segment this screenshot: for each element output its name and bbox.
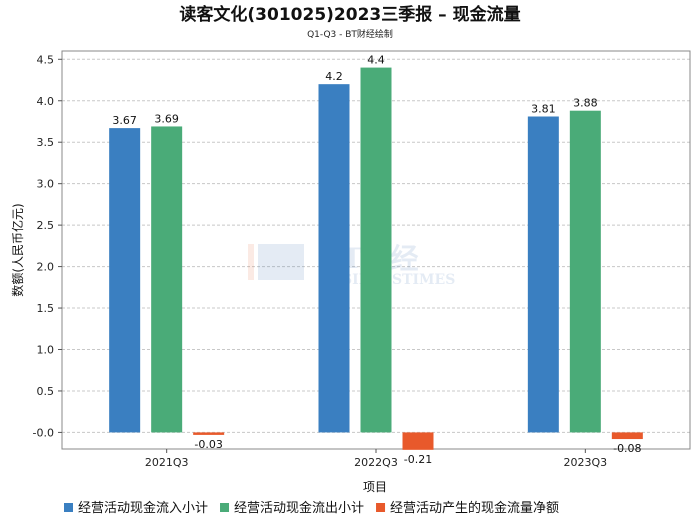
bar	[151, 126, 183, 433]
y-tick-label: 4.0	[37, 95, 55, 108]
y-axis-title: 数额(人民币亿元)	[10, 203, 25, 296]
data-label: 3.69	[154, 112, 179, 125]
chart-subtitle: Q1-Q3 - BT财经绘制	[307, 28, 393, 40]
y-axis-ticks: -0.0 0.5 1.0 1.5 2.0 2.5 3.0 3.5 4.0 4.5	[33, 53, 62, 439]
data-label: -0.03	[194, 438, 222, 451]
data-label: 3.88	[573, 97, 598, 110]
y-tick-label: 2.5	[37, 219, 55, 232]
bar	[318, 84, 350, 433]
bar	[109, 128, 141, 433]
legend-label: 经营活动现金流出小计	[234, 500, 364, 516]
bars	[109, 67, 643, 450]
legend: 经营活动现金流入小计 经营活动现金流出小计 经营活动产生的现金流量净额	[64, 500, 559, 516]
y-tick-label: 3.5	[37, 136, 55, 149]
data-label: -0.21	[404, 453, 432, 466]
bar	[611, 432, 643, 440]
y-tick-label: 0.5	[37, 385, 55, 398]
x-tick-label: 2022Q3	[354, 456, 398, 469]
watermark-logo-block	[258, 244, 304, 280]
bar	[569, 110, 601, 433]
x-axis-ticks: 2021Q3 2022Q3 2023Q3	[145, 449, 607, 469]
x-tick-label: 2021Q3	[145, 456, 189, 469]
legend-label: 经营活动现金流入小计	[78, 500, 208, 516]
x-axis-title: 项目	[363, 480, 387, 494]
bar	[360, 67, 392, 433]
y-tick-label: -0.0	[33, 426, 54, 439]
y-tick-label: 3.0	[37, 178, 55, 191]
legend-swatch	[64, 503, 73, 512]
bar	[193, 432, 225, 435]
data-labels: 3.67 3.69 -0.03 4.2 4.4 -0.21 3.81 3.88 -0.08	[112, 54, 641, 466]
y-tick-label: 2.0	[37, 261, 55, 274]
data-label: 4.4	[367, 54, 385, 67]
watermark-logo-bar	[248, 244, 254, 280]
legend-swatch	[376, 503, 386, 512]
data-label: 3.67	[112, 114, 137, 127]
y-tick-label: 4.5	[37, 53, 55, 66]
data-label: 3.81	[531, 103, 556, 116]
watermark: BT财经 BUSINESSTIMES	[248, 242, 455, 288]
x-tick-label: 2023Q3	[564, 456, 608, 469]
y-tick-label: 1.0	[37, 344, 55, 357]
chart-title: 读客文化(301025)2023三季报 – 现金流量	[179, 4, 520, 25]
legend-label: 经营活动产生的现金流量净额	[390, 500, 559, 516]
legend-swatch	[220, 503, 230, 512]
bar	[402, 432, 434, 450]
bar	[527, 116, 559, 433]
y-tick-label: 1.5	[37, 302, 55, 315]
data-label: 4.2	[325, 70, 343, 83]
data-label: -0.08	[613, 442, 641, 455]
